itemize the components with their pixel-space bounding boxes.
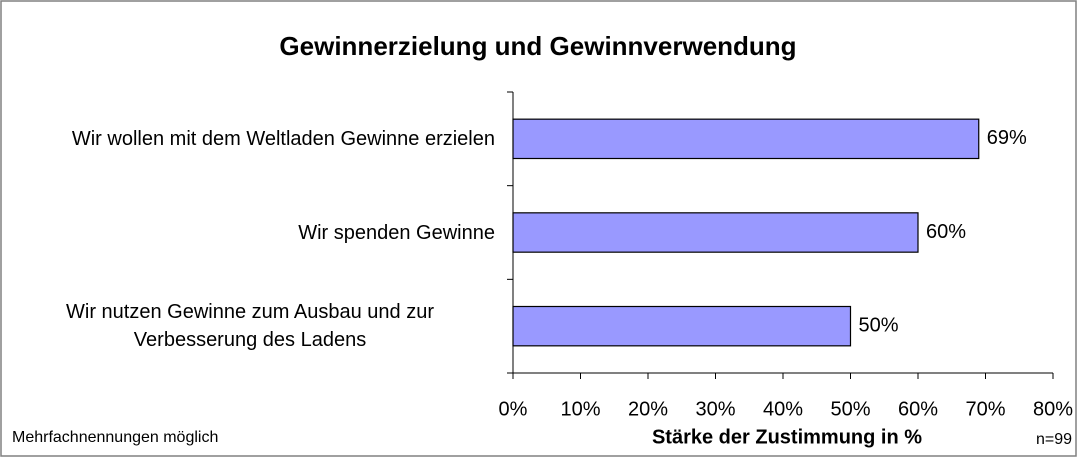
category-label-box: Wir wollen mit dem Weltladen Gewinne erz… (0, 125, 495, 153)
value-label: 60% (926, 221, 966, 243)
x-tick-label: 40% (763, 398, 803, 420)
bar (512, 212, 919, 253)
x-axis-label: Stärke der Zustimmung in % (652, 426, 922, 448)
x-tick-label: 10% (560, 398, 600, 420)
y-tick-label: Wir nutzen Gewinne zum Ausbau und zur Ve… (66, 301, 434, 352)
x-tick-label: 70% (965, 398, 1005, 420)
bar (512, 305, 852, 347)
x-tick-label: 20% (628, 398, 668, 420)
category-label-box: Wir nutzen Gewinne zum Ausbau und zur Ve… (0, 298, 495, 354)
x-tick-label: 0% (499, 398, 528, 420)
x-tick-label: 80% (1033, 398, 1073, 420)
category-label-box: Wir spenden Gewinne (0, 219, 495, 247)
y-tick-label: Wir spenden Gewinne (298, 221, 495, 244)
chart-title: Gewinnerzielung und Gewinnverwendung (279, 31, 796, 61)
x-tick-label: 30% (695, 398, 735, 420)
x-tick-label: 60% (898, 398, 938, 420)
y-tick-label: Wir wollen mit dem Weltladen Gewinne erz… (71, 127, 495, 150)
bar (512, 118, 980, 160)
x-tick-label: 50% (830, 398, 870, 420)
value-label: 50% (859, 314, 899, 336)
note: Mehrfachnennungen möglich (12, 429, 218, 446)
value-label: 69% (987, 127, 1027, 149)
sample-size: n=99 (1036, 431, 1072, 448)
